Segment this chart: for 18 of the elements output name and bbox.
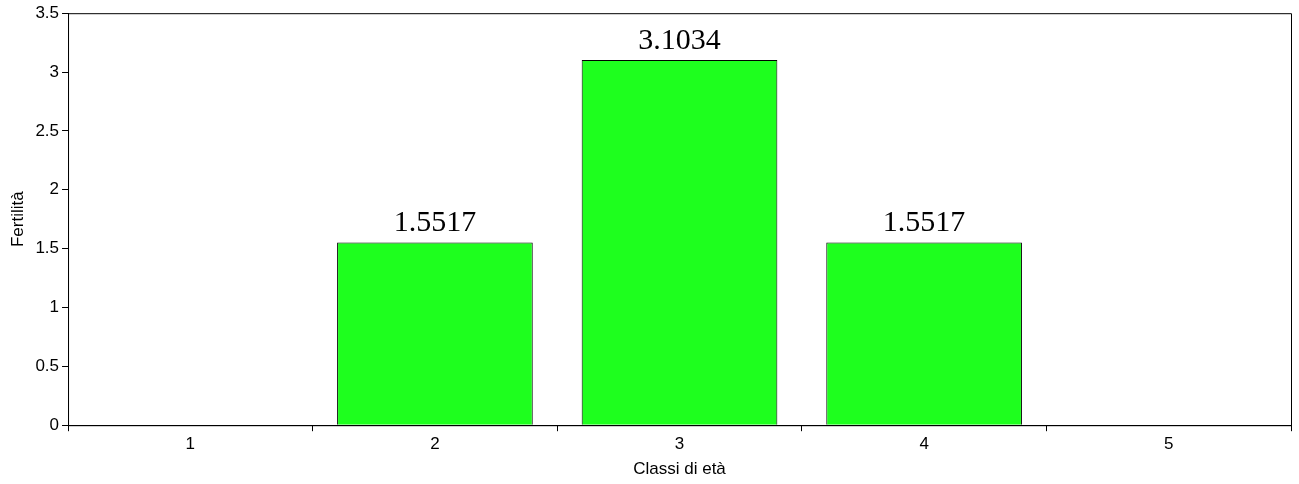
y-tick-label: 2.5 bbox=[35, 120, 60, 140]
y-tick-label: 2 bbox=[49, 179, 60, 199]
data-label: 1.5517 bbox=[882, 204, 966, 238]
y-tick-label: 3 bbox=[49, 61, 60, 81]
x-axis-title: Classi di età bbox=[633, 459, 727, 479]
y-tick-label: 0 bbox=[49, 414, 60, 434]
x-tick-label: 3 bbox=[674, 434, 685, 454]
y-tick-label: 1 bbox=[49, 297, 60, 317]
y-axis-title: Fertilità bbox=[7, 190, 27, 248]
y-tick-label: 3.5 bbox=[35, 2, 60, 22]
y-tick-label: 1.5 bbox=[35, 238, 60, 258]
x-tick-label: 5 bbox=[1163, 434, 1174, 454]
data-label: 1.5517 bbox=[393, 204, 477, 238]
x-tick-label: 1 bbox=[185, 434, 196, 454]
data-label: 3.1034 bbox=[638, 21, 721, 55]
x-tick-label: 4 bbox=[919, 434, 929, 454]
x-tick-label: 2 bbox=[430, 434, 440, 454]
y-tick-label: 0.5 bbox=[35, 356, 60, 376]
